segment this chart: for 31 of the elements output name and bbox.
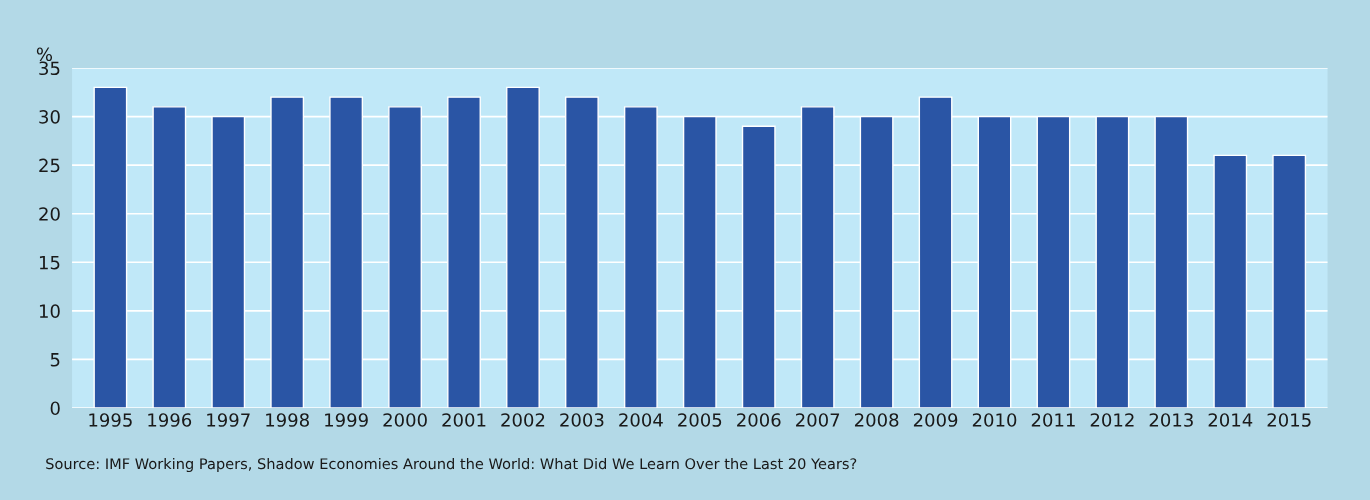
source-note: Source: IMF Working Papers, Shadow Economies Around the World: What Did We Learn Over the Last 20 Years? xyxy=(46,457,857,473)
x-tick-label: 2001 xyxy=(442,413,486,427)
x-tick-label: 2006 xyxy=(737,413,781,427)
x-tick-label: 2014 xyxy=(1208,413,1253,427)
x-tick-label: 2008 xyxy=(854,413,899,427)
x-tick-label: 2003 xyxy=(560,413,604,427)
x-tick-label: 2013 xyxy=(1149,413,1193,427)
x-tick-label: 2002 xyxy=(501,413,545,427)
x-tick-label: 1995 xyxy=(89,413,132,427)
y-tick-label: 30 xyxy=(39,110,60,124)
x-tick-label: 1998 xyxy=(266,413,309,427)
x-tick-label: 2004 xyxy=(619,413,663,427)
x-tick-label: 2015 xyxy=(1267,413,1311,427)
y-tick-label: 35 xyxy=(39,61,60,76)
x-tick-label: 2000 xyxy=(383,413,427,427)
x-tick-label: 2011 xyxy=(1031,413,1075,427)
x-tick-label: 2005 xyxy=(678,413,722,427)
y-tick-label: 0 xyxy=(50,401,60,416)
x-tick-label: 2012 xyxy=(1090,413,1134,427)
x-tick-label: 2007 xyxy=(796,413,840,427)
y-tick-label: 25 xyxy=(39,158,60,173)
x-tick-label: 1997 xyxy=(207,413,250,427)
y-axis-title: % xyxy=(36,47,53,62)
x-tick-label: 1999 xyxy=(325,413,368,427)
y-tick-label: 15 xyxy=(39,255,60,270)
x-tick-label: 2009 xyxy=(913,413,958,427)
y-tick-label: 10 xyxy=(39,304,60,318)
x-tick-label: 2010 xyxy=(972,413,1017,427)
y-tick-label: 5 xyxy=(50,353,60,367)
y-tick-label: 20 xyxy=(39,207,60,221)
x-tick-label: 1996 xyxy=(148,413,192,427)
